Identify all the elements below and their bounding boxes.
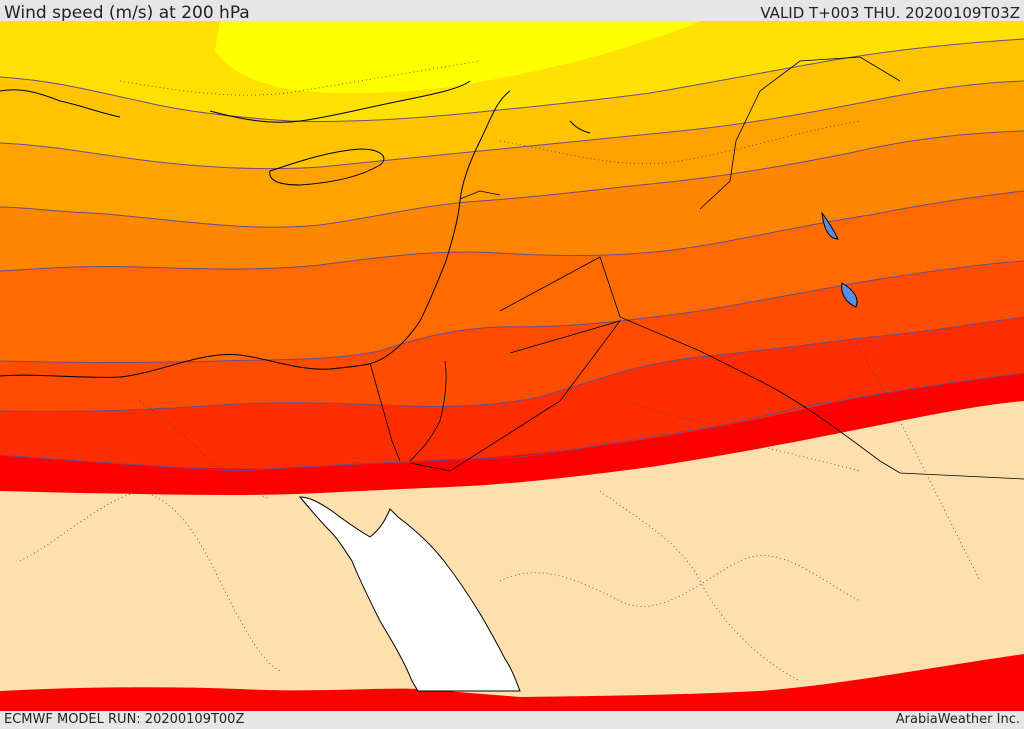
red-sea: [298, 496, 521, 692]
borders: [369, 56, 1024, 480]
valid-time-label: VALID T+003 THU. 20200109T03Z: [760, 4, 1020, 22]
band-red-south: [0, 654, 1024, 711]
model-run-label: ECMWF MODEL RUN: 20200109T00Z: [4, 712, 245, 727]
credit-label: ArabiaWeather Inc.: [895, 712, 1020, 727]
wind-speed-map: [0, 21, 1024, 711]
band-1: [215, 21, 700, 94]
map-title: Wind speed (m/s) at 200 hPa: [4, 3, 250, 23]
coastlines: [0, 80, 591, 378]
contour-lines: [0, 38, 1024, 472]
lake-habbaniyah: [841, 282, 858, 308]
admin-boundaries: [19, 60, 981, 682]
lake-tharthar: [821, 211, 839, 240]
